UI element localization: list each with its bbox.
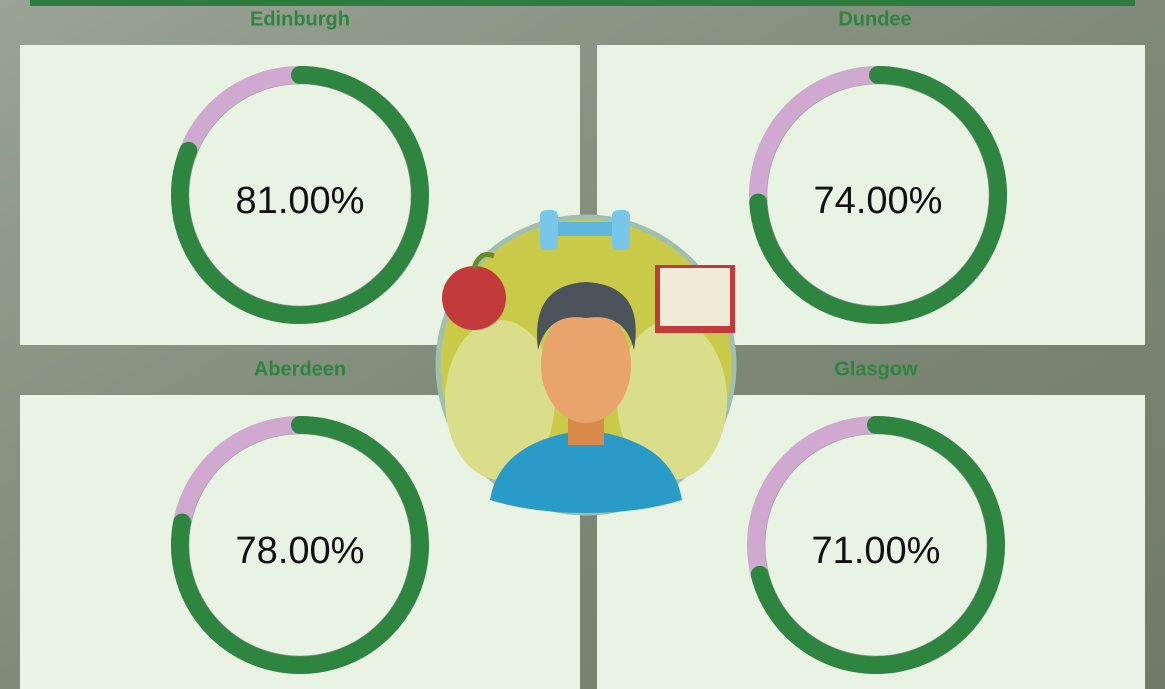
gauge-arc (171, 416, 429, 674)
chart-title: Glasgow (834, 358, 918, 380)
gauge-inner (766, 83, 990, 307)
top-bar (30, 0, 1135, 6)
chart-title: Dundee (838, 8, 911, 30)
gauge-inner (188, 83, 412, 307)
gauge-arc (749, 66, 1007, 324)
value-label: 74.00% (814, 180, 943, 222)
illustration (435, 210, 737, 516)
value-label: 78.00% (236, 530, 365, 572)
gauge-inner (764, 433, 988, 657)
value-label: 71.00% (812, 530, 941, 572)
gauge-arc (171, 66, 429, 324)
chart-title: Edinburgh (250, 8, 350, 30)
chart-title: Aberdeen (254, 358, 346, 380)
value-label: 81.00% (236, 180, 365, 222)
gauge-inner (188, 433, 412, 657)
gauge-arc (750, 416, 1005, 674)
